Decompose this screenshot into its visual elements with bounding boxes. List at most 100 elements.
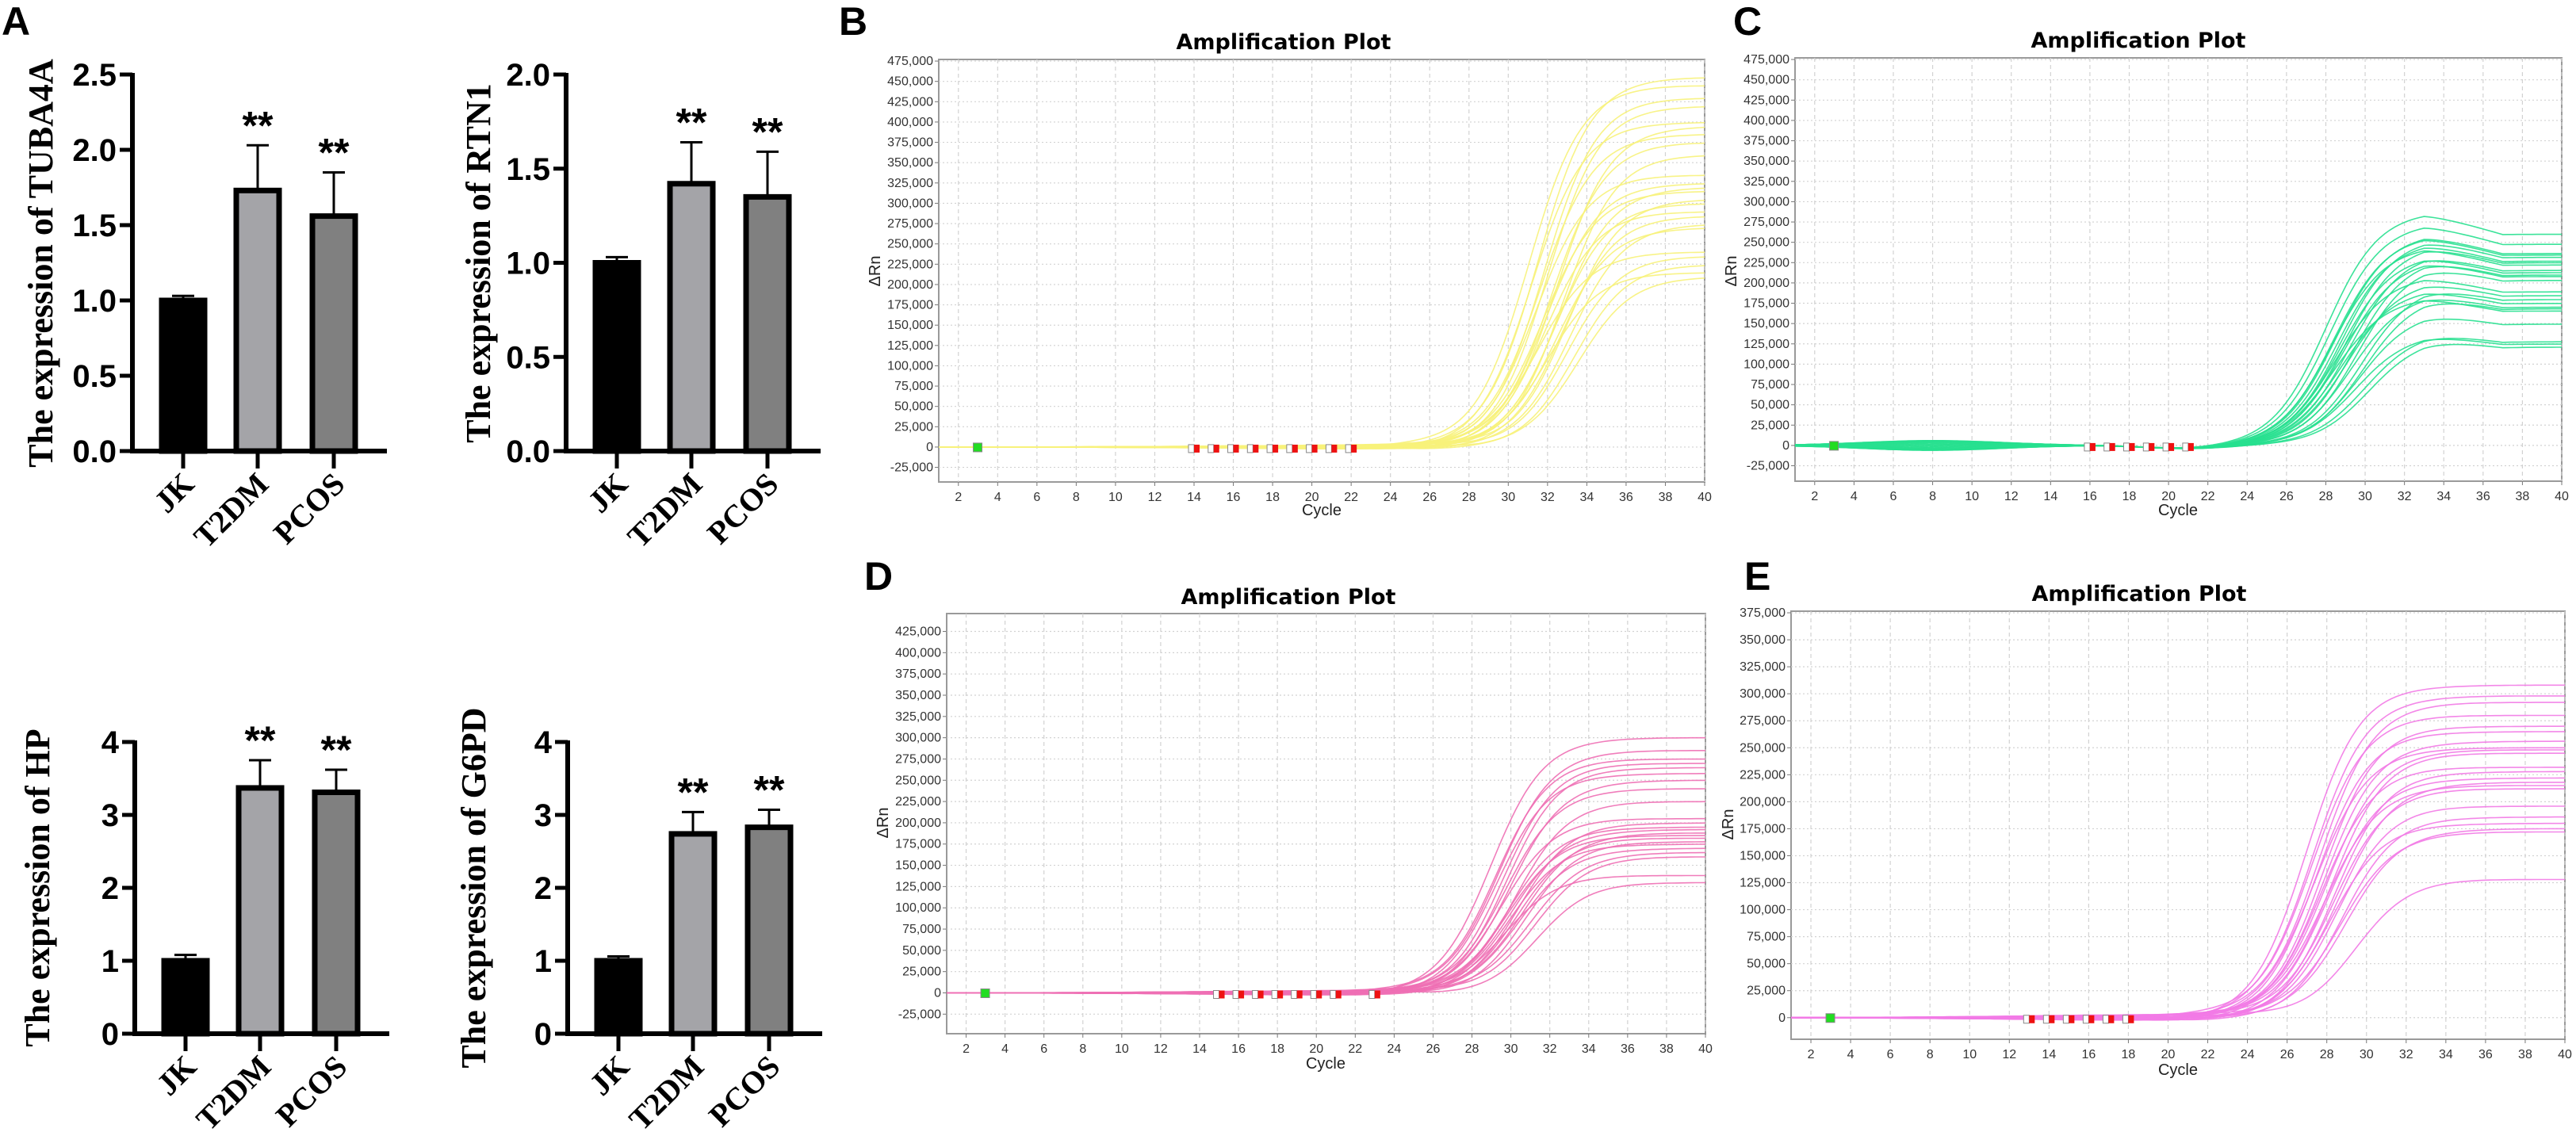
threshold-marker-outline — [2082, 1015, 2089, 1024]
y-tick-label: 200,000 — [1740, 795, 1786, 809]
y-tick-label: 2 — [101, 871, 119, 906]
x-tick-label: 30 — [1504, 1042, 1518, 1056]
bar-chart-0: JK ** T2DM ** PCOS 0.0 0.5 1.0 1.5 2.0 2.5 — [72, 58, 387, 554]
bar — [668, 831, 718, 1037]
threshold-marker-outline — [2122, 1015, 2129, 1024]
y-tick-label: 1 — [101, 944, 119, 979]
y-tick-label: 375,000 — [1743, 135, 1789, 148]
threshold-marker-outline — [1227, 444, 1234, 453]
x-tick-label: 24 — [2241, 1048, 2255, 1061]
panel-label-e: E — [1744, 554, 1770, 599]
x-tick-label: JK — [147, 466, 201, 520]
bar — [744, 824, 794, 1037]
y-tick-label: 325,000 — [1740, 660, 1786, 674]
threshold-marker — [2049, 1015, 2055, 1023]
y-tick-label: 0 — [1778, 1012, 1786, 1025]
y-tick-label: 1.0 — [506, 247, 550, 281]
x-tick-label: 12 — [2004, 490, 2019, 503]
y-tick-label: 150,000 — [887, 319, 933, 332]
y-tick-label: 25,000 — [894, 420, 933, 434]
threshold-marker-outline — [2162, 442, 2169, 452]
y-tick-label: 275,000 — [1743, 216, 1789, 229]
threshold-marker-outline — [1208, 444, 1215, 453]
x-tick-label: T2DM — [186, 466, 275, 555]
bar — [592, 260, 641, 454]
x-tick-label: 32 — [2399, 1048, 2413, 1061]
threshold-marker-outline — [1266, 444, 1273, 453]
y-tick-label: 0.5 — [506, 340, 550, 375]
bar-ylabel-hp: The expression of HP — [18, 729, 57, 1046]
significance-label: ** — [321, 728, 352, 772]
x-tick-label: 16 — [1227, 491, 1241, 504]
x-tick-label: 24 — [2240, 490, 2254, 503]
threshold-marker — [1277, 990, 1284, 999]
x-tick-label: 10 — [1965, 490, 1979, 503]
bar-ylabel-rtn1: The expression of RTN1 — [459, 83, 498, 443]
x-tick-label: 16 — [1231, 1042, 1246, 1056]
amplification-curve — [1791, 878, 2565, 1021]
threshold-marker-outline — [2182, 442, 2189, 452]
y-tick-label: 25,000 — [902, 966, 941, 979]
threshold-marker — [2088, 1015, 2095, 1023]
threshold-marker — [2187, 442, 2194, 451]
x-tick-label: 22 — [1348, 1042, 1362, 1056]
y-tick-label: 2.0 — [506, 58, 550, 93]
bar-chart-1: JK ** T2DM ** PCOS 0.0 0.5 1.0 1.5 2.0 — [506, 58, 821, 554]
x-tick-label: 34 — [2439, 1048, 2453, 1061]
x-tick-label: 36 — [1621, 1042, 1635, 1056]
bar — [309, 213, 358, 454]
threshold-marker-outline — [2084, 442, 2091, 452]
y-tick-label: 225,000 — [1743, 256, 1789, 270]
y-tick-label: 125,000 — [1743, 338, 1789, 351]
y-tick-label: 125,000 — [1740, 877, 1786, 890]
threshold-marker — [1194, 444, 1200, 453]
y-tick-label: 200,000 — [1743, 277, 1789, 290]
threshold-marker — [1253, 444, 1259, 453]
y-tick-label: 400,000 — [1743, 114, 1789, 128]
x-tick-label: 28 — [2320, 1048, 2334, 1061]
y-tick-label: 25,000 — [1751, 419, 1789, 432]
threshold-marker-outline — [1286, 444, 1293, 453]
x-tick-label: T2DM — [620, 466, 709, 555]
amplification-curve — [947, 882, 1706, 995]
y-tick-label: 100,000 — [1740, 904, 1786, 917]
amp-title-e: Amplification Plot — [2032, 582, 2247, 606]
x-tick-label: PCOS — [702, 1049, 787, 1132]
y-tick-label: 150,000 — [895, 859, 941, 873]
y-tick-label: 75,000 — [1747, 931, 1786, 944]
x-tick-label: 20 — [2161, 490, 2176, 503]
x-tick-label: 22 — [2201, 490, 2215, 503]
threshold-marker — [1273, 444, 1279, 453]
x-tick-label: 26 — [1422, 491, 1437, 504]
x-tick-label: 40 — [2555, 490, 2569, 503]
y-tick-label: 425,000 — [887, 95, 933, 109]
x-tick-label: 20 — [1305, 491, 1319, 504]
y-tick-label: -25,000 — [898, 1008, 941, 1021]
threshold-marker — [1257, 990, 1264, 999]
y-tick-label: 75,000 — [1751, 378, 1789, 392]
x-tick-label: 22 — [1344, 491, 1358, 504]
amp-ylabel-c: ΔRn — [1723, 256, 1740, 287]
y-tick-label: 425,000 — [1743, 94, 1789, 107]
x-tick-label: 4 — [1847, 1048, 1854, 1061]
x-tick-label: T2DM — [189, 1049, 278, 1132]
significance-label: ** — [678, 770, 709, 814]
amp-ylabel-e: ΔRn — [1720, 809, 1737, 840]
threshold-marker-outline — [2103, 442, 2111, 452]
x-tick-label: 38 — [2518, 1048, 2532, 1061]
x-tick-label: 8 — [1927, 1048, 1934, 1061]
significance-label: ** — [676, 101, 707, 145]
threshold-marker-outline — [1330, 990, 1337, 1000]
threshold-marker-outline — [1368, 990, 1376, 1000]
bar — [594, 958, 643, 1037]
y-tick-label: 25,000 — [1747, 985, 1786, 998]
x-tick-label: 2 — [955, 491, 962, 504]
threshold-marker — [1292, 444, 1298, 453]
y-tick-label: 50,000 — [902, 944, 941, 958]
x-tick-label: 36 — [2478, 1048, 2493, 1061]
baseline-marker — [973, 442, 983, 453]
x-tick-label: 36 — [2476, 490, 2490, 503]
y-tick-label: 225,000 — [1740, 768, 1786, 782]
x-tick-label: 30 — [1501, 491, 1515, 504]
threshold-marker-outline — [2102, 1015, 2109, 1024]
